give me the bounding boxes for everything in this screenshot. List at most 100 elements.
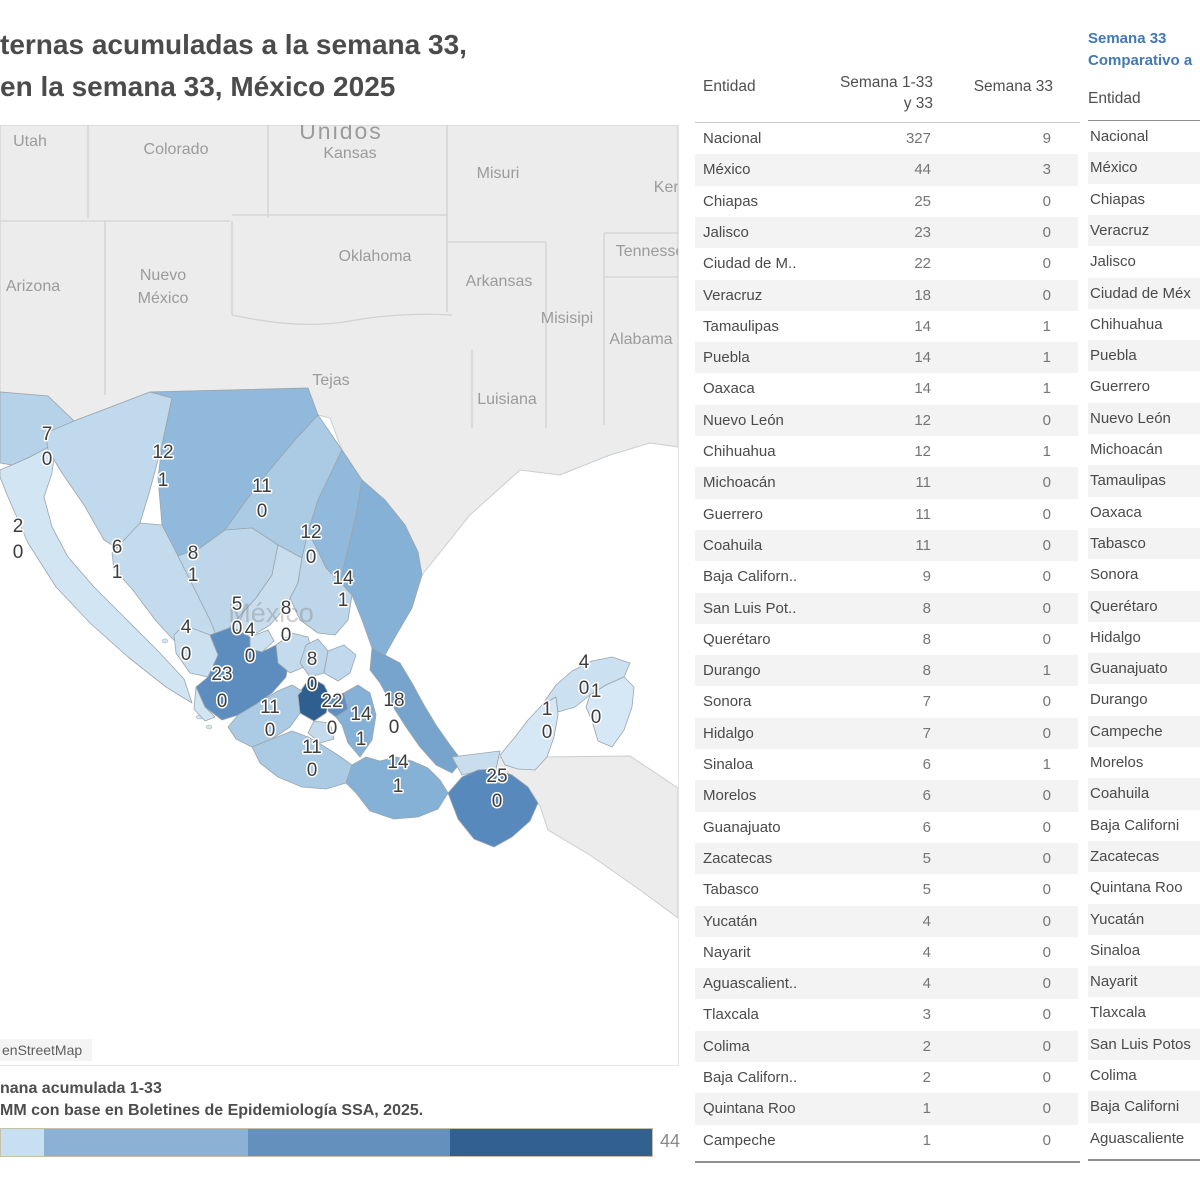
value-semana-33: 0 [1042,255,1051,273]
entity-name: Nuevo León [703,411,784,429]
table-row[interactable]: Nuevo León [1088,402,1200,434]
table-row[interactable]: Hidalgo [1088,622,1200,653]
table-row[interactable]: Nacional 327 9 [695,123,1078,154]
entity-name: Campeche [1090,722,1163,740]
state-label-guerrero-total: 11 [302,737,322,758]
legend-color-bar[interactable] [0,1128,653,1157]
state-quintana-roo[interactable] [585,676,635,748]
table-row[interactable]: Guanajuato 6 0 [695,812,1078,843]
state-label-puebla-week: 1 [356,729,367,750]
table-row[interactable]: Tlaxcala [1088,997,1200,1028]
table-row[interactable]: Chiapas [1088,184,1200,215]
table-row[interactable]: Colima [1088,1060,1200,1091]
table-row[interactable]: Ciudad de Méx [1088,277,1200,309]
column-header-entidad[interactable]: Entidad [1088,90,1200,121]
table-row[interactable]: San Luis Potos [1088,1028,1200,1060]
table-row[interactable]: Zacatecas [1088,840,1200,873]
choropleth-map-panel[interactable]: México Unidos Utah Colorado Kansas Misuri Ken A… [0,125,679,1066]
table-row[interactable]: Chiapas 25 0 [695,186,1078,217]
value-semana-1-33: 9 [922,568,931,586]
table-row[interactable]: Yucatán [1088,903,1200,935]
table-row[interactable]: Puebla 14 1 [695,342,1078,374]
table-row[interactable]: Sonora 7 0 [695,686,1078,717]
state-campeche[interactable] [499,696,559,771]
table-row[interactable]: Veracruz [1088,214,1200,247]
table-row[interactable]: Michoacán 11 0 [695,467,1078,499]
entity-name: Zacatecas [703,849,773,867]
table-row[interactable]: Campeche 1 0 [695,1125,1078,1156]
state-veracruz[interactable] [369,647,463,774]
table-row[interactable]: Zacatecas 5 0 [695,842,1078,875]
table-row[interactable]: Guerrero 11 0 [695,499,1078,530]
entity-name: Querétaro [703,630,771,648]
table-row[interactable]: Puebla [1088,340,1200,372]
value-semana-1-33: 2 [922,1069,931,1086]
table-row[interactable]: Sonora [1088,559,1200,590]
table-row[interactable]: Baja Californi [1088,810,1200,841]
state-puebla[interactable] [335,684,377,758]
table-row[interactable]: Quintana Roo 1 0 [695,1093,1078,1125]
table-row[interactable]: Guanajuato [1088,653,1200,685]
table-row[interactable]: Oaxaca 14 1 [695,373,1078,404]
table-row[interactable]: Tabasco 5 0 [695,874,1078,905]
table-row[interactable]: Nayarit [1088,966,1200,998]
state-san-luis-potos-[interactable] [289,531,353,636]
table-row[interactable]: Nuevo León 12 0 [695,404,1078,436]
table-row[interactable]: Durango 8 1 [695,655,1078,687]
table-row[interactable]: San Luis Pot.. 8 0 [695,592,1078,624]
table-row[interactable]: Baja Californ.. 9 0 [695,561,1078,592]
table-row[interactable]: Chihuahua 12 1 [695,436,1078,467]
table-row[interactable]: Tlaxcala 3 0 [695,999,1078,1030]
table-row[interactable]: México [1088,152,1200,184]
table-row[interactable]: México 44 3 [695,154,1078,186]
table-row[interactable]: Baja Californi [1088,1091,1200,1123]
table-row[interactable]: Nacional [1088,121,1200,152]
table-row[interactable]: Guerrero [1088,371,1200,402]
table-row[interactable]: Aguascaliente [1088,1123,1200,1154]
state-morelos[interactable] [307,720,335,744]
table-row[interactable]: Tamaulipas 14 1 [695,311,1078,342]
table-row[interactable]: Quintana Roo [1088,872,1200,903]
table-row[interactable]: Baja Californ.. 2 0 [695,1062,1078,1093]
table-row[interactable]: Durango [1088,684,1200,715]
table-row[interactable]: Ciudad de M.. 22 0 [695,248,1078,279]
state-label-zacatecas-total: 5 [232,594,243,615]
table-row[interactable]: Jalisco 23 0 [695,216,1078,249]
table-row[interactable]: Sinaloa 6 1 [695,749,1078,780]
state-baja-california-sur[interactable] [0,442,193,704]
table-row[interactable]: Veracruz 18 0 [695,279,1078,311]
table-row[interactable]: Hidalgo 7 0 [695,717,1078,749]
table-row[interactable]: Chihuahua [1088,309,1200,340]
table-row[interactable]: Aguascalient.. 4 0 [695,968,1078,1000]
table-row[interactable]: Coahuila [1088,778,1200,810]
table-row[interactable]: Yucatán 4 0 [695,905,1078,937]
table-row[interactable]: Colima 2 0 [695,1030,1078,1062]
table-row[interactable]: Campeche [1088,715,1200,747]
table-row[interactable]: Querétaro [1088,590,1200,622]
table-row[interactable]: Michoacán [1088,434,1200,465]
entity-name: Sonora [1090,566,1139,584]
state-jalisco[interactable] [195,626,291,721]
table-row[interactable]: Morelos 6 0 [695,780,1078,812]
entity-name: Guerrero [1090,378,1151,396]
value-semana-1-33: 4 [922,912,931,930]
state-colima[interactable] [193,686,216,722]
state-chiapas[interactable] [447,768,539,848]
table-row[interactable]: Morelos [1088,747,1200,778]
table-row[interactable]: Tabasco [1088,527,1200,560]
column-header-semana-33[interactable]: Semana 33 [973,78,1053,95]
state-hidalgo[interactable] [323,644,357,682]
table-row[interactable]: Querétaro 8 0 [695,624,1078,655]
state-michoac-n[interactable] [227,684,303,748]
table-row[interactable]: Coahuila 11 0 [695,529,1078,562]
column-header-entidad[interactable]: Entidad [703,78,756,95]
mexico-choropleth-map[interactable]: México Unidos Utah Colorado Kansas Misuri Ken A… [0,125,678,1065]
table-row[interactable]: Jalisco [1088,246,1200,277]
table-row[interactable]: Oaxaca [1088,497,1200,528]
page-title: ternas acumuladas a la semana 33, en la … [0,24,690,108]
column-header-semana-1-33[interactable]: Semana 1-33 y 33 [839,74,933,112]
table-row[interactable]: Tamaulipas [1088,465,1200,497]
table-row[interactable]: Nayarit 4 0 [695,937,1078,968]
value-semana-33: 0 [1042,505,1051,523]
table-row[interactable]: Sinaloa [1088,935,1200,966]
